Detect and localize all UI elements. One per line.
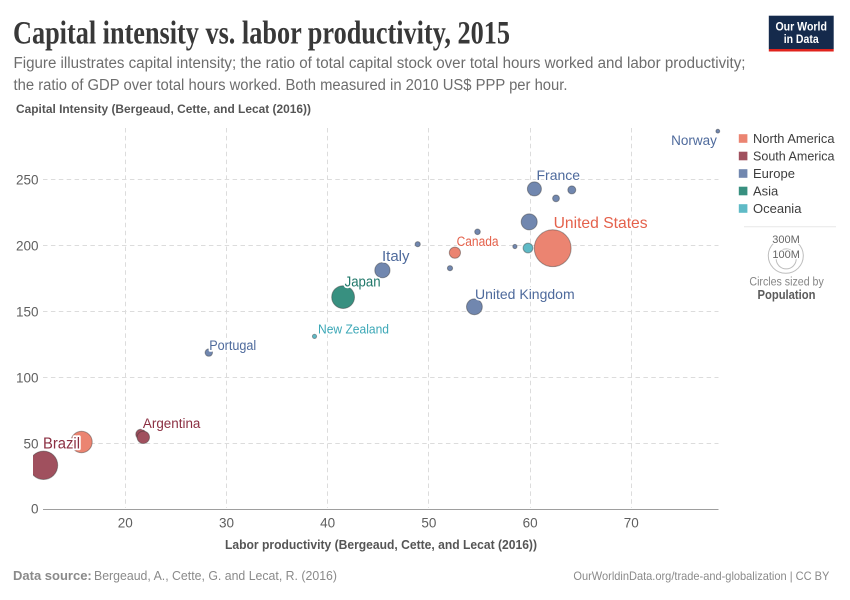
svg-text:France: France bbox=[537, 167, 581, 183]
svg-text:South America: South America bbox=[753, 149, 835, 164]
svg-text:Bergeaud, A., Cette, G. and Le: Bergeaud, A., Cette, G. and Lecat, R. (2… bbox=[94, 568, 337, 583]
svg-text:60: 60 bbox=[523, 516, 538, 531]
svg-text:250: 250 bbox=[16, 172, 39, 187]
svg-text:30: 30 bbox=[219, 516, 234, 531]
svg-text:Japan: Japan bbox=[345, 273, 381, 290]
svg-text:Figure illustrates capital int: Figure illustrates capital intensity; th… bbox=[14, 55, 746, 72]
svg-text:Argentina: Argentina bbox=[143, 416, 201, 431]
svg-text:20: 20 bbox=[118, 516, 133, 531]
svg-text:Canada: Canada bbox=[457, 234, 499, 249]
svg-text:in Data: in Data bbox=[784, 32, 819, 46]
svg-text:70: 70 bbox=[624, 516, 639, 531]
svg-text:North America: North America bbox=[753, 131, 835, 146]
svg-text:United States: United States bbox=[554, 215, 648, 232]
svg-text:Data source:: Data source: bbox=[13, 568, 92, 583]
svg-text:Capital intensity vs. labor pr: Capital intensity vs. labor productivity… bbox=[13, 16, 510, 52]
svg-text:Capital Intensity (Bergeaud, C: Capital Intensity (Bergeaud, Cette, and … bbox=[16, 102, 311, 116]
svg-text:United Kingdom: United Kingdom bbox=[475, 286, 575, 302]
svg-text:the ratio of GDP over total ho: the ratio of GDP over total hours worked… bbox=[14, 77, 568, 94]
svg-text:100: 100 bbox=[16, 370, 39, 385]
svg-text:100M: 100M bbox=[772, 249, 800, 261]
svg-text:Portugal: Portugal bbox=[209, 338, 256, 353]
svg-text:200: 200 bbox=[16, 238, 39, 253]
svg-text:Norway: Norway bbox=[671, 133, 717, 148]
svg-text:50: 50 bbox=[421, 516, 436, 531]
svg-text:150: 150 bbox=[16, 304, 39, 319]
svg-text:Europe: Europe bbox=[753, 166, 795, 181]
svg-text:New Zealand: New Zealand bbox=[318, 321, 389, 336]
svg-text:Population: Population bbox=[758, 288, 816, 302]
svg-text:Circles sized by: Circles sized by bbox=[749, 276, 824, 288]
svg-text:Asia: Asia bbox=[753, 184, 779, 199]
svg-text:50: 50 bbox=[23, 436, 38, 451]
svg-text:Brazil: Brazil bbox=[43, 436, 80, 453]
svg-text:Italy: Italy bbox=[382, 248, 410, 265]
svg-text:OurWorldinData.org/trade-and-g: OurWorldinData.org/trade-and-globalizati… bbox=[573, 569, 829, 583]
svg-text:40: 40 bbox=[320, 516, 335, 531]
svg-text:300M: 300M bbox=[772, 234, 800, 246]
svg-text:Our World: Our World bbox=[775, 20, 827, 34]
svg-text:0: 0 bbox=[31, 502, 39, 517]
svg-text:Labor productivity (Bergeaud,: Labor productivity (Bergeaud, Cette, and… bbox=[225, 538, 537, 552]
svg-text:Oceania: Oceania bbox=[753, 201, 802, 216]
